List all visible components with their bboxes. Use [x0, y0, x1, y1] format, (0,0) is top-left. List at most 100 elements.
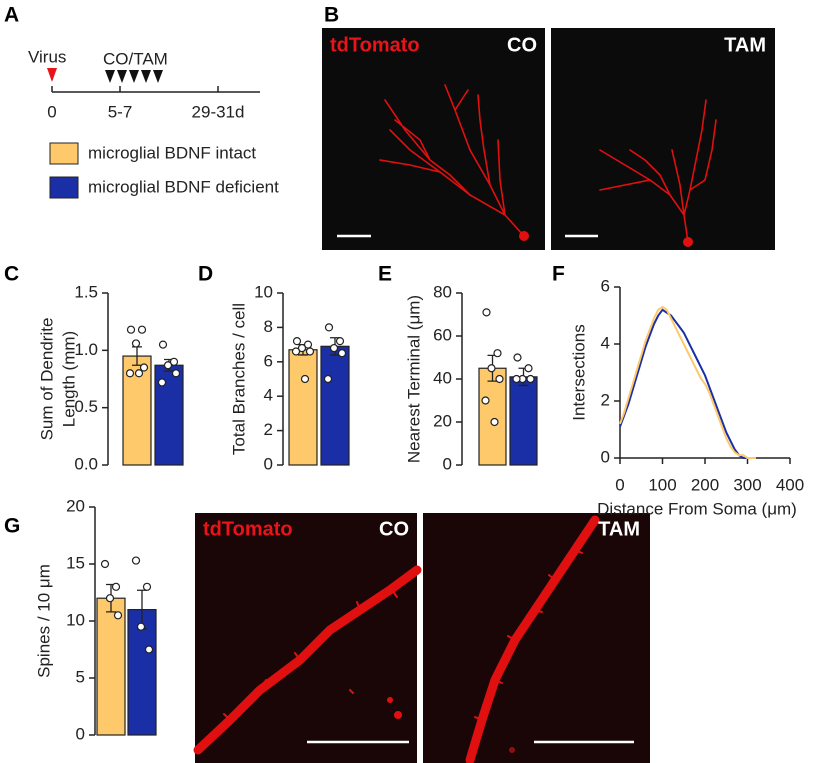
- y-tick-label: 6: [601, 276, 610, 295]
- y-tick-label: 1.0: [74, 340, 98, 359]
- data-point: [324, 323, 334, 332]
- image-spines-tam: TAM: [423, 513, 650, 763]
- data-point: [291, 347, 301, 356]
- timeline: Virus CO/TAM 0 5-7 29-31d: [28, 47, 260, 121]
- data-point: [482, 308, 491, 317]
- data-point: [126, 325, 136, 334]
- data-point: [163, 361, 173, 370]
- condition-label: CO: [507, 34, 537, 56]
- y-tick-label: 0: [601, 447, 610, 466]
- treatment-arrows: [105, 70, 163, 83]
- data-point: [300, 374, 310, 384]
- data-point: [157, 378, 167, 387]
- condition-label: TAM: [724, 34, 766, 56]
- legend-label: microglial BDNF intact: [88, 143, 256, 162]
- y-tick-label: 20: [433, 411, 452, 430]
- y-tick-label: 15: [66, 553, 85, 572]
- data-point: [335, 337, 345, 346]
- image-spines-co: tdTomato CO: [193, 513, 422, 763]
- data-point: [158, 340, 168, 349]
- bar: [96, 597, 126, 736]
- data-point: [139, 363, 149, 372]
- y-tick-label: 5: [76, 667, 85, 686]
- y-axis-label: Nearest Terminal (μm): [404, 295, 423, 463]
- data-point: [125, 369, 135, 378]
- y-axis-label: Sum of Dendrite: [37, 318, 56, 441]
- virus-arrow: [47, 68, 57, 82]
- legend: microglial BDNF intact microglial BDNF d…: [49, 142, 279, 199]
- y-tick-label: 20: [66, 496, 85, 515]
- data-point: [105, 594, 115, 603]
- image-tam: TAM: [551, 28, 775, 250]
- y-axis-label: Total Branches / cell: [229, 303, 248, 455]
- panel-label: G: [4, 515, 20, 538]
- data-point: [171, 369, 181, 378]
- data-point: [134, 369, 144, 378]
- image-co: tdTomato CO: [322, 28, 545, 250]
- x-tick-label: 300: [733, 475, 761, 494]
- data-point: [113, 611, 123, 620]
- day-label: 29-31d: [192, 102, 245, 121]
- line-series: [619, 308, 756, 459]
- data-point: [337, 349, 347, 358]
- panel-label: D: [198, 263, 213, 286]
- data-point: [297, 343, 307, 353]
- y-tick-label: 40: [433, 368, 452, 387]
- y-tick-label: 2: [264, 420, 273, 439]
- legend-label: microglial BDNF deficient: [88, 177, 279, 196]
- condition-label: TAM: [598, 518, 640, 540]
- y-tick-label: 4: [601, 333, 610, 352]
- y-tick-label: 0.0: [74, 454, 98, 473]
- data-point: [292, 337, 302, 346]
- stain-label: tdTomato: [203, 518, 293, 540]
- y-tick-label: 8: [264, 317, 273, 336]
- bar: [478, 367, 507, 466]
- day-label: 5-7: [108, 102, 133, 121]
- data-point: [169, 357, 179, 366]
- y-tick-label: 0: [76, 724, 85, 743]
- data-point: [524, 364, 533, 373]
- y-tick-label: 0: [264, 454, 273, 473]
- panel-label: B: [324, 4, 339, 27]
- data-point: [323, 374, 333, 384]
- data-point: [526, 374, 535, 384]
- y-tick-label: 60: [433, 325, 452, 344]
- data-point: [513, 353, 522, 362]
- data-point: [131, 556, 141, 565]
- panel-label: A: [4, 4, 19, 27]
- data-point: [487, 364, 496, 373]
- bar: [288, 349, 318, 466]
- bar: [509, 376, 538, 466]
- virus-label: Virus: [28, 47, 66, 66]
- y-tick-label: 80: [433, 282, 452, 301]
- data-point: [144, 645, 154, 654]
- panel-label: F: [552, 263, 565, 286]
- y-tick-label: 0.5: [74, 397, 98, 416]
- data-point: [305, 347, 315, 356]
- x-tick-label: 200: [691, 475, 719, 494]
- panel-label: E: [378, 263, 392, 286]
- data-point: [136, 622, 146, 631]
- data-point: [142, 582, 152, 591]
- data-point: [481, 396, 490, 405]
- data-point: [493, 349, 502, 358]
- y-tick-label: 1.5: [74, 282, 98, 301]
- y-axis-label: Spines / 10 μm: [34, 564, 53, 678]
- legend-swatch: [49, 142, 79, 165]
- data-point: [490, 417, 499, 427]
- y-tick-label: 10: [66, 610, 85, 629]
- x-tick-label: 400: [776, 475, 804, 494]
- data-point: [111, 582, 121, 591]
- y-tick-label: 10: [254, 282, 273, 301]
- data-point: [329, 343, 339, 353]
- data-point: [512, 374, 521, 384]
- y-axis-label: Length (mm): [59, 331, 78, 427]
- data-point: [131, 339, 141, 348]
- x-tick-label: 100: [648, 475, 676, 494]
- treatment-label: CO/TAM: [103, 49, 168, 68]
- y-axis-label: Intersections: [569, 324, 588, 420]
- day-label: 0: [47, 102, 56, 121]
- data-point: [100, 559, 110, 569]
- bar: [127, 608, 157, 736]
